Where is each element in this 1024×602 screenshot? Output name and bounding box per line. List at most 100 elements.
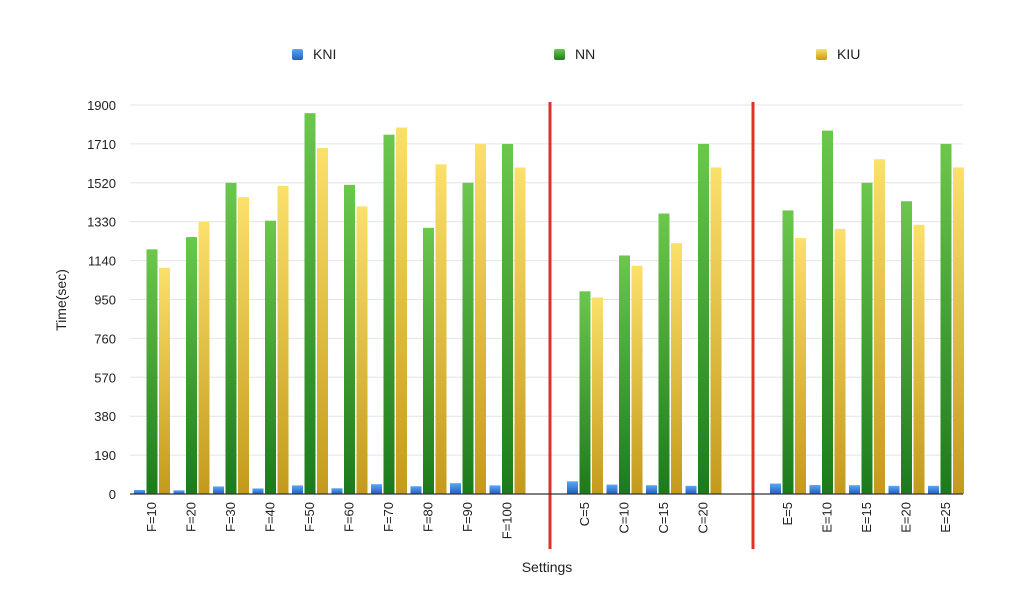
bar-kni (685, 485, 697, 494)
bar-kni (134, 489, 145, 494)
bar-nn (698, 143, 709, 494)
bar-kiu (317, 147, 328, 494)
x-tick-label: E=5 (780, 502, 795, 526)
bar-kiu (435, 164, 447, 494)
bar-nn (861, 182, 873, 495)
y-tick-label: 380 (94, 409, 116, 424)
bar-kiu (198, 221, 210, 494)
bar-kiu (277, 185, 289, 495)
bar-nn (901, 201, 912, 494)
bar-kni (928, 485, 939, 494)
y-tick-label: 1330 (87, 215, 116, 230)
x-tick-label: F=20 (184, 502, 199, 532)
bar-kiu (592, 297, 603, 494)
y-tick-label: 760 (94, 331, 116, 346)
bar-nn (225, 182, 237, 495)
y-axis-ticks: 0 190 380 570 760 950 1140 1330 1520 1710 1900 (87, 98, 116, 502)
bar-kni (450, 483, 461, 494)
bar-kni (173, 490, 185, 494)
legend-swatch-nn (554, 48, 565, 60)
bar-nn (344, 184, 355, 495)
bar-kni (849, 485, 860, 494)
bar-kiu (953, 167, 964, 494)
y-tick-label: 1900 (87, 98, 116, 113)
bar-kni (252, 488, 264, 494)
bar-nn (186, 237, 197, 494)
y-tick-label: 1140 (88, 254, 116, 269)
x-axis-label: Settings (522, 559, 573, 575)
y-tick-label: 0 (109, 487, 116, 502)
bar-nn (822, 130, 833, 494)
x-tick-label: F=70 (381, 502, 396, 532)
bar-kiu (238, 197, 249, 494)
x-tick-label: F=30 (223, 502, 238, 532)
bar-kiu (356, 206, 368, 495)
x-tick-label: C=15 (656, 502, 671, 533)
bar-kiu (710, 167, 722, 494)
x-tick-label: F=40 (263, 502, 278, 532)
x-tick-label: F=50 (302, 502, 317, 532)
bar-kni (567, 481, 578, 494)
bar-kni (606, 484, 618, 494)
x-tick-label: E=25 (938, 502, 953, 533)
bar-kiu (396, 127, 407, 494)
x-tick-label: E=10 (820, 502, 835, 533)
y-tick-label: 570 (94, 370, 116, 385)
legend-label-kiu: KIU (837, 46, 861, 62)
bars (134, 113, 964, 495)
legend-swatch-kiu (816, 48, 827, 60)
x-tick-label: F=90 (460, 502, 475, 532)
legend-kiu: KIU (816, 46, 860, 62)
bar-nn (502, 143, 513, 494)
bar-kiu (874, 159, 885, 495)
bar-kni (770, 483, 781, 494)
bar-kiu (159, 267, 170, 494)
bar-kni (371, 484, 382, 494)
bar-kni (213, 486, 224, 494)
bar-kni (292, 485, 303, 494)
y-tick-label: 1520 (87, 176, 116, 191)
bar-kni (888, 485, 900, 494)
y-tick-label: 950 (94, 293, 116, 308)
x-tick-label: F=80 (421, 502, 436, 532)
legend-swatch-kni (292, 48, 303, 60)
bar-kiu (795, 238, 806, 494)
bar-kni (489, 485, 501, 494)
x-tick-label: F=60 (342, 502, 357, 532)
bar-kiu (671, 243, 682, 494)
bar-nn (619, 255, 630, 494)
bar-nn (940, 143, 952, 494)
legend-label-kni: KNI (313, 46, 337, 62)
x-tick-label: C=20 (696, 502, 711, 533)
bar-kiu (913, 224, 925, 494)
bar-nn (265, 220, 276, 494)
bar-kni (331, 488, 343, 494)
x-tick-label: E=20 (899, 502, 914, 533)
x-tick-label: F=10 (144, 502, 159, 532)
x-tick-label: C=5 (577, 502, 592, 526)
bar-nn (383, 134, 395, 495)
legend-kni: KNI (292, 46, 336, 62)
x-tick-label: F=100 (500, 502, 515, 539)
x-tick-label: C=10 (617, 502, 632, 533)
bar-nn (304, 113, 316, 494)
bar-kni (646, 485, 657, 494)
bar-kiu (631, 265, 643, 494)
bar-kni (410, 486, 422, 494)
bar-nn (579, 291, 591, 494)
bar-nn (462, 182, 474, 495)
bar-nn (658, 213, 670, 494)
legend-nn: NN (554, 46, 595, 62)
x-axis-ticks: F=10 F=20 F=30 F=40 F=50 F=60 F=70 F=80 F=90 F=10… (144, 502, 953, 539)
bar-nn (423, 227, 434, 494)
bar-kiu (475, 143, 486, 494)
legend-label-nn: NN (575, 46, 596, 62)
x-tick-label: E=15 (859, 502, 874, 533)
y-tick-label: 1710 (87, 137, 116, 152)
bar-kiu (514, 167, 526, 494)
bar-kiu (834, 228, 846, 494)
y-tick-label: 190 (94, 448, 116, 463)
bar-nn (782, 210, 794, 495)
bar-nn (146, 249, 158, 494)
